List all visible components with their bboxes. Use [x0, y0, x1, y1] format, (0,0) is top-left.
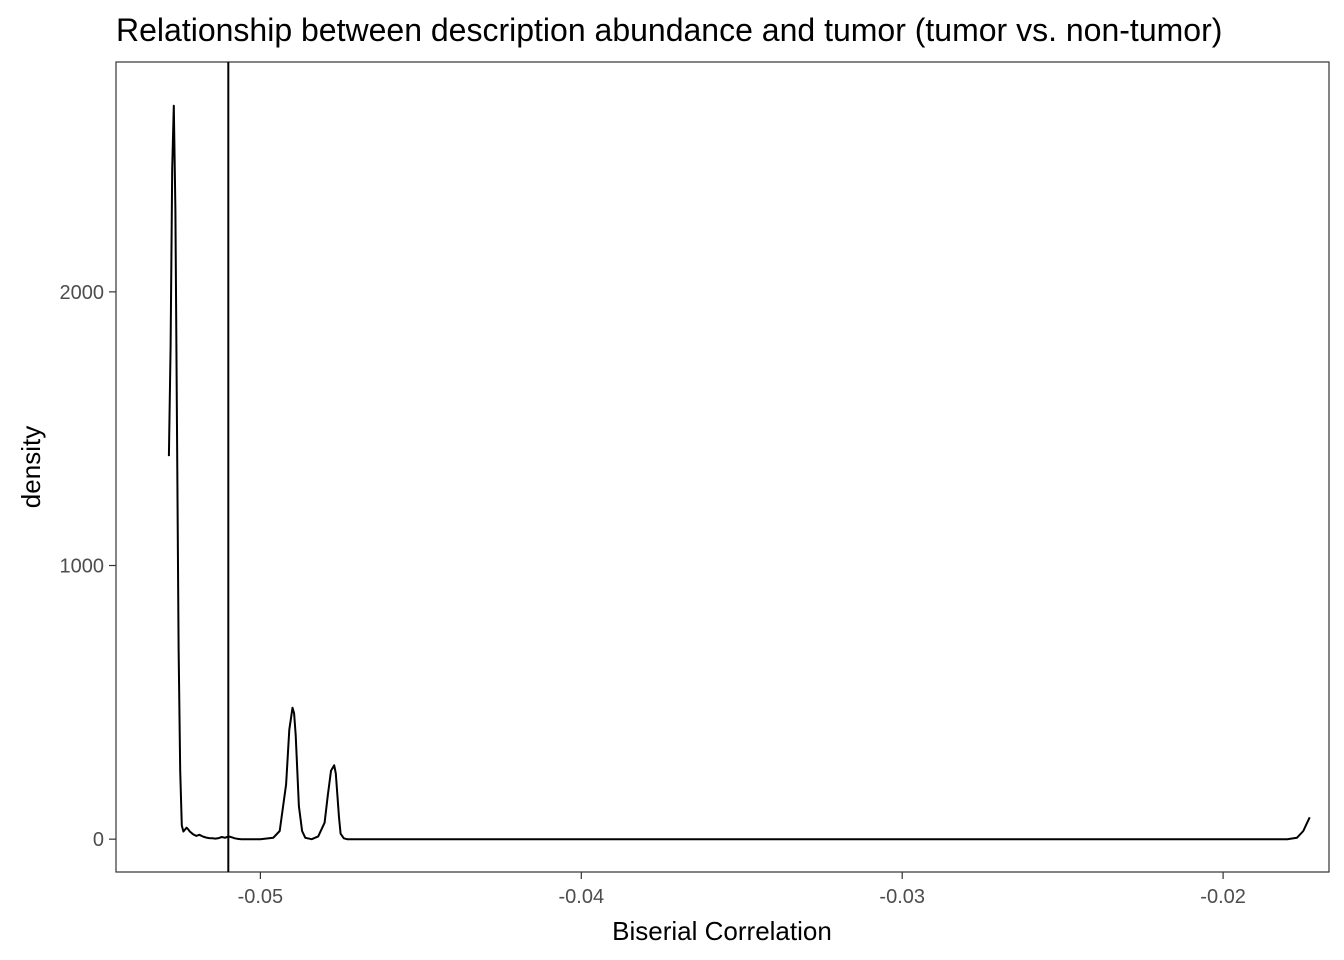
y-tick-label: 1000: [60, 556, 105, 578]
y-axis: 0 1000 2000: [60, 282, 116, 851]
x-tick-label: -0.05: [238, 886, 284, 908]
x-axis-title: Biserial Correlation: [612, 916, 832, 946]
x-axis: -0.05 -0.04 -0.03 -0.02: [238, 872, 1246, 908]
y-tick-label: 2000: [60, 282, 105, 304]
chart-title: Relationship between description abundan…: [116, 12, 1222, 48]
plot-marks: [167, 62, 1311, 872]
x-tick-label: -0.02: [1200, 886, 1246, 908]
x-tick-label: -0.03: [879, 886, 925, 908]
x-tick-label: -0.04: [559, 886, 605, 908]
y-tick-label: 0: [93, 829, 104, 851]
density-curve: [167, 104, 1311, 841]
y-axis-title: density: [16, 426, 46, 508]
plot-panel: [115, 61, 1330, 873]
